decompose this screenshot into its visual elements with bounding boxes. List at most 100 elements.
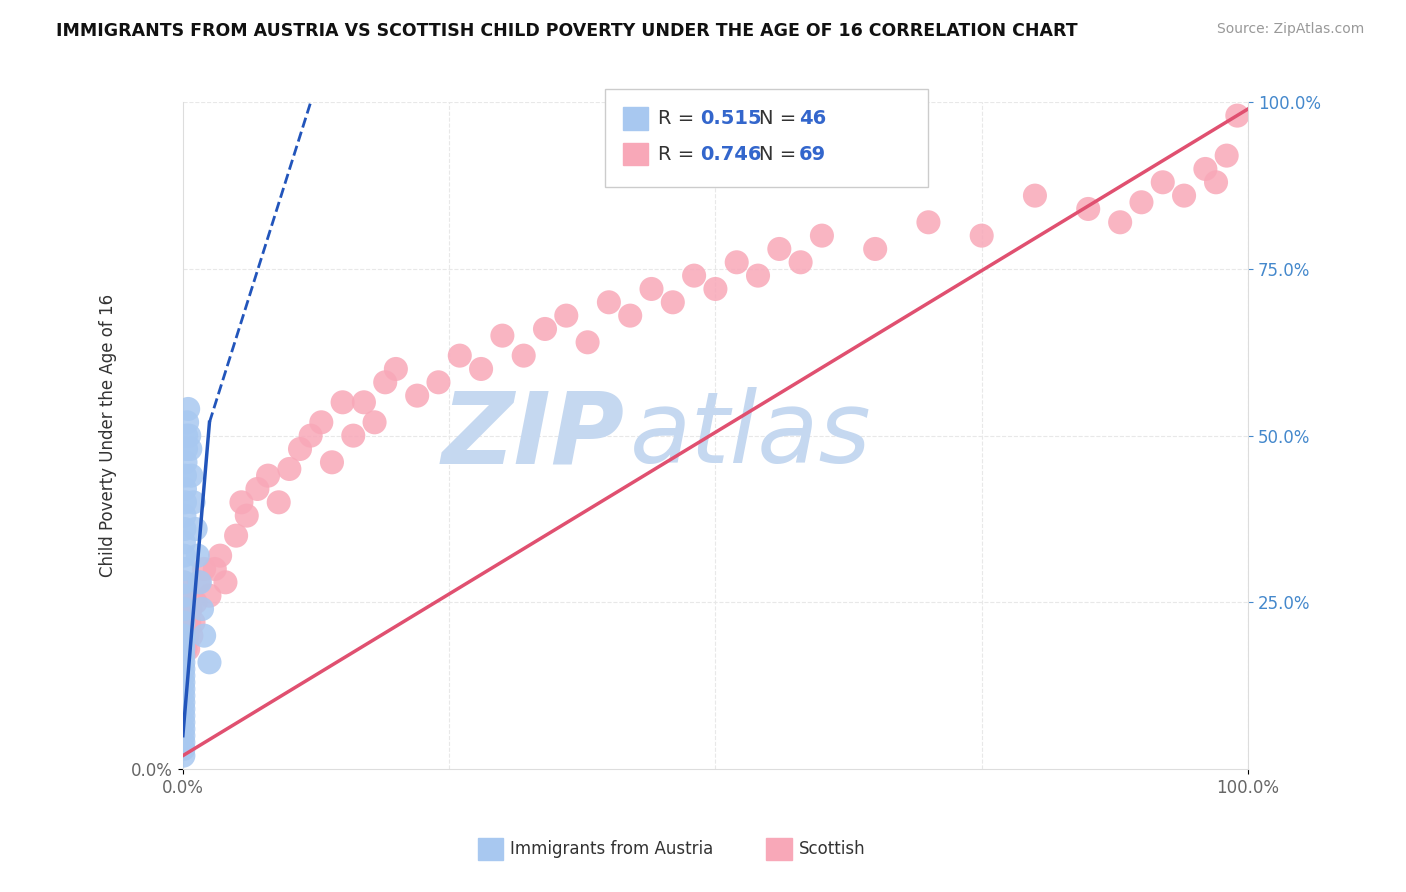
Point — [174, 455, 197, 469]
Point — [662, 295, 685, 310]
Point — [321, 455, 343, 469]
Text: atlas: atlas — [630, 387, 872, 484]
Point — [177, 642, 200, 657]
Point — [172, 629, 194, 643]
Point — [176, 629, 198, 643]
Point — [246, 482, 269, 496]
Point — [427, 376, 450, 390]
Point — [214, 575, 236, 590]
Point — [173, 535, 195, 549]
Point — [555, 309, 578, 323]
Point — [209, 549, 232, 563]
Text: 0.515: 0.515 — [700, 109, 762, 128]
Text: IMMIGRANTS FROM AUSTRIA VS SCOTTISH CHILD POVERTY UNDER THE AGE OF 16 CORRELATIO: IMMIGRANTS FROM AUSTRIA VS SCOTTISH CHIL… — [56, 22, 1078, 40]
Point — [172, 735, 194, 749]
Point — [173, 508, 195, 523]
Point — [174, 468, 197, 483]
Point — [970, 228, 993, 243]
Text: Scottish: Scottish — [799, 840, 865, 858]
Point — [174, 615, 197, 630]
Point — [640, 282, 662, 296]
Point — [1205, 175, 1227, 189]
Point — [512, 349, 534, 363]
Point — [1173, 188, 1195, 202]
Point — [534, 322, 557, 336]
Point — [374, 376, 396, 390]
Point — [191, 602, 214, 616]
Point — [173, 549, 195, 563]
Point — [172, 742, 194, 756]
Point — [172, 695, 194, 709]
Point — [1077, 202, 1099, 216]
Point — [231, 495, 253, 509]
Point — [173, 589, 195, 603]
Text: Source: ZipAtlas.com: Source: ZipAtlas.com — [1216, 22, 1364, 37]
Point — [278, 462, 301, 476]
Point — [470, 362, 492, 376]
Point — [174, 595, 197, 609]
Point — [1152, 175, 1174, 189]
Point — [172, 668, 194, 682]
Point — [267, 495, 290, 509]
Point — [172, 722, 194, 736]
Text: ZIP: ZIP — [441, 387, 624, 484]
Point — [598, 295, 620, 310]
Point — [172, 575, 194, 590]
Point — [172, 702, 194, 716]
Point — [385, 362, 408, 376]
Point — [172, 681, 194, 696]
Point — [173, 602, 195, 616]
Point — [172, 656, 194, 670]
Point — [183, 615, 205, 630]
Point — [174, 642, 197, 657]
Point — [172, 662, 194, 676]
Point — [172, 642, 194, 657]
Point — [172, 729, 194, 743]
Point — [449, 349, 471, 363]
Point — [198, 656, 221, 670]
Text: R =: R = — [658, 145, 700, 164]
Point — [353, 395, 375, 409]
Point — [172, 748, 194, 763]
Point — [173, 615, 195, 630]
Point — [917, 215, 939, 229]
Point — [1215, 148, 1237, 162]
Point — [198, 589, 221, 603]
Point — [173, 575, 195, 590]
Point — [747, 268, 769, 283]
Point — [225, 529, 247, 543]
Point — [173, 562, 195, 576]
Point — [187, 575, 209, 590]
Point — [789, 255, 811, 269]
Point — [174, 428, 197, 442]
Point — [177, 401, 200, 416]
Point — [187, 549, 209, 563]
Point — [683, 268, 706, 283]
Point — [174, 482, 197, 496]
Point — [174, 495, 197, 509]
Text: N =: N = — [759, 145, 803, 164]
Point — [204, 562, 226, 576]
Point — [299, 428, 322, 442]
Point — [172, 675, 194, 690]
Text: R =: R = — [658, 109, 700, 128]
Point — [311, 415, 333, 429]
Point — [172, 635, 194, 649]
Text: 69: 69 — [799, 145, 825, 164]
Point — [183, 495, 205, 509]
Point — [179, 615, 201, 630]
Point — [1226, 109, 1249, 123]
Point — [173, 522, 195, 536]
Point — [1109, 215, 1132, 229]
Point — [179, 428, 201, 442]
Point — [193, 562, 215, 576]
Point — [725, 255, 748, 269]
Point — [236, 508, 259, 523]
Text: 46: 46 — [799, 109, 825, 128]
Point — [184, 595, 207, 609]
Point — [172, 615, 194, 630]
Point — [179, 602, 201, 616]
Point — [174, 442, 197, 456]
Point — [491, 328, 513, 343]
Point — [180, 629, 202, 643]
